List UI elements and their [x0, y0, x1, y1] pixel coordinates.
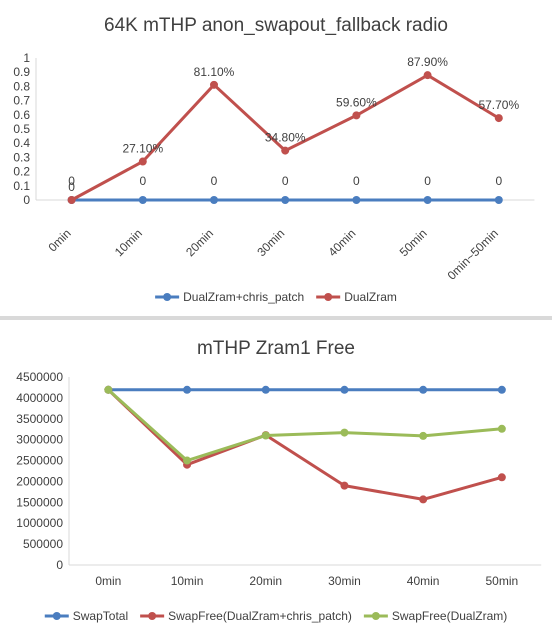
data-label: 0	[211, 174, 218, 188]
legend-marker	[163, 293, 172, 301]
legend-marker	[52, 612, 61, 620]
y-tick-label: 1500000	[16, 495, 63, 509]
y-tick-label: 2000000	[16, 474, 63, 488]
y-tick-label: 0.7	[13, 94, 30, 108]
y-tick-label: 3000000	[16, 433, 63, 447]
y-tick-label: 4000000	[16, 391, 63, 405]
y-tick-label: 0.6	[13, 108, 30, 122]
data-point	[352, 196, 361, 204]
data-point	[261, 385, 270, 394]
data-point	[281, 146, 290, 155]
x-tick-label: 0min	[95, 574, 121, 588]
data-point	[138, 157, 147, 166]
legend-label: DualZram+chris_patch	[183, 290, 304, 304]
data-label: 59.60%	[336, 95, 377, 109]
data-point	[494, 114, 503, 123]
x-tick-label: 30min	[328, 574, 361, 588]
x-tick-label: 40min	[326, 226, 359, 259]
y-tick-label: 500000	[23, 537, 63, 551]
data-point	[423, 71, 432, 80]
y-tick-label: 0.5	[13, 122, 30, 136]
data-point	[423, 196, 432, 204]
x-tick-label: 30min	[254, 226, 287, 259]
x-tick-label: 10min	[112, 226, 145, 259]
x-tick-label: 20min	[249, 574, 282, 588]
y-tick-label: 0.3	[13, 150, 30, 164]
y-tick-label: 0.8	[13, 79, 30, 93]
data-point	[419, 495, 428, 504]
y-tick-label: 0	[23, 193, 30, 207]
data-label: 0	[68, 174, 75, 188]
x-tick-label: 0min	[45, 226, 73, 254]
data-point	[497, 424, 506, 433]
data-point	[183, 456, 192, 465]
y-tick-label: 1	[23, 51, 30, 65]
data-label: 57.70%	[478, 98, 519, 112]
fallback-ratio-chart-panel: 64K mTHP anon_swapout_fallback radio 0 0.1…	[0, 0, 552, 316]
data-point	[104, 385, 113, 394]
zram-free-chart: mTHP Zram1 Free 0 500000 1000000 1500000 2000…	[16, 338, 542, 623]
legend-marker	[324, 293, 333, 301]
data-point	[210, 196, 218, 204]
x-tick-label: 40min	[407, 574, 440, 588]
data-point	[340, 481, 349, 490]
y-tick-label: 4500000	[16, 370, 63, 384]
series-line	[107, 388, 503, 463]
legend-marker	[371, 612, 380, 620]
x-tick-label: 50min	[397, 226, 430, 259]
y-tick-label: 1000000	[16, 516, 63, 530]
data-point	[340, 428, 349, 437]
x-tick-label: 10min	[171, 574, 204, 588]
data-label: 0	[282, 174, 289, 188]
data-point	[281, 196, 290, 204]
data-point	[352, 111, 361, 120]
legend-label: DualZram	[344, 290, 397, 304]
chart-title: mTHP Zram1 Free	[197, 338, 355, 359]
data-point	[494, 196, 503, 204]
fallback-ratio-chart: 64K mTHP anon_swapout_fallback radio00.1…	[13, 15, 535, 304]
x-tick-label: 50min	[486, 574, 519, 588]
data-label: 27.10%	[122, 142, 163, 156]
data-point	[138, 196, 147, 204]
y-tick-label: 0.9	[13, 65, 30, 79]
data-label: 0	[495, 174, 502, 188]
legend-label: SwapFree(DualZram)	[392, 609, 507, 623]
y-tick-label: 3500000	[16, 412, 63, 426]
y-tick-label: 0	[56, 558, 63, 572]
data-label: 34.80%	[265, 131, 306, 145]
data-point	[67, 196, 76, 204]
data-point	[340, 385, 349, 394]
data-label: 0	[139, 174, 146, 188]
y-tick-label: 0.4	[13, 136, 30, 150]
data-label: 0	[353, 174, 360, 188]
legend-label: SwapFree(DualZram+chris_patch)	[168, 609, 352, 623]
y-tick-label: 2500000	[16, 454, 63, 468]
y-tick-label: 0.2	[13, 165, 30, 179]
data-point	[210, 80, 218, 89]
data-point	[497, 385, 506, 394]
data-label: 87.90%	[407, 55, 448, 69]
series-line	[107, 388, 503, 501]
x-tick-label: 0min~50min	[445, 226, 501, 282]
data-point	[419, 385, 428, 394]
data-label: 0	[68, 180, 75, 194]
data-label: 0	[424, 174, 431, 188]
y-tick-label: 0.1	[13, 179, 30, 193]
legend-label: SwapTotal	[73, 609, 128, 623]
chart-title: 64K mTHP anon_swapout_fallback radio	[104, 15, 448, 36]
data-point	[183, 385, 192, 394]
x-tick-label: 20min	[183, 226, 216, 259]
data-point	[419, 431, 428, 440]
zram-free-chart-panel: mTHP Zram1 Free 0 500000 1000000 1500000 2000…	[0, 320, 552, 638]
data-point	[497, 473, 506, 482]
legend-marker	[148, 612, 157, 620]
chart-divider	[0, 316, 552, 320]
data-point	[261, 431, 270, 440]
data-label: 81.10%	[194, 65, 235, 79]
